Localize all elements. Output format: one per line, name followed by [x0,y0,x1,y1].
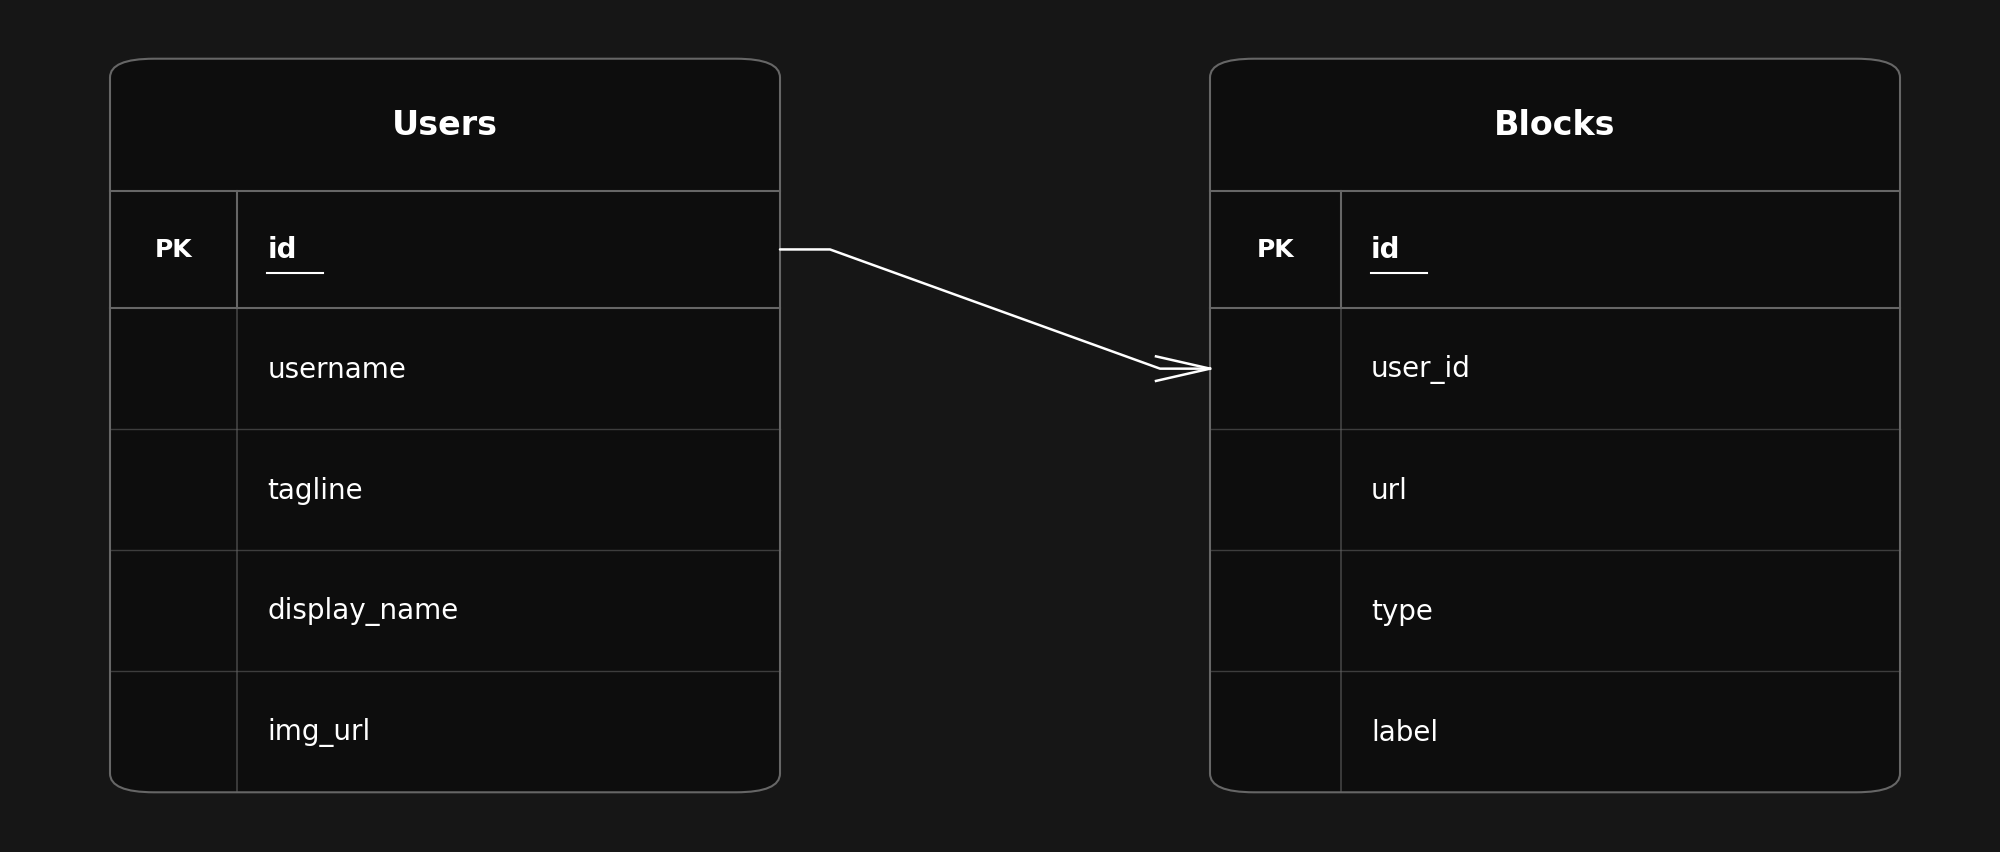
Text: PK: PK [154,239,192,262]
Text: user_id: user_id [1372,354,1470,383]
Text: display_name: display_name [268,596,458,625]
Text: label: label [1372,718,1438,746]
Text: url: url [1372,476,1408,504]
Text: username: username [268,355,406,383]
Text: type: type [1372,597,1432,625]
FancyBboxPatch shape [1210,60,1900,792]
Text: id: id [268,236,296,264]
Text: PK: PK [1256,239,1294,262]
FancyBboxPatch shape [110,60,780,792]
Text: tagline: tagline [268,476,362,504]
Text: id: id [1372,236,1400,264]
Text: Blocks: Blocks [1494,109,1616,142]
Text: Users: Users [392,109,498,142]
Text: img_url: img_url [268,717,370,746]
